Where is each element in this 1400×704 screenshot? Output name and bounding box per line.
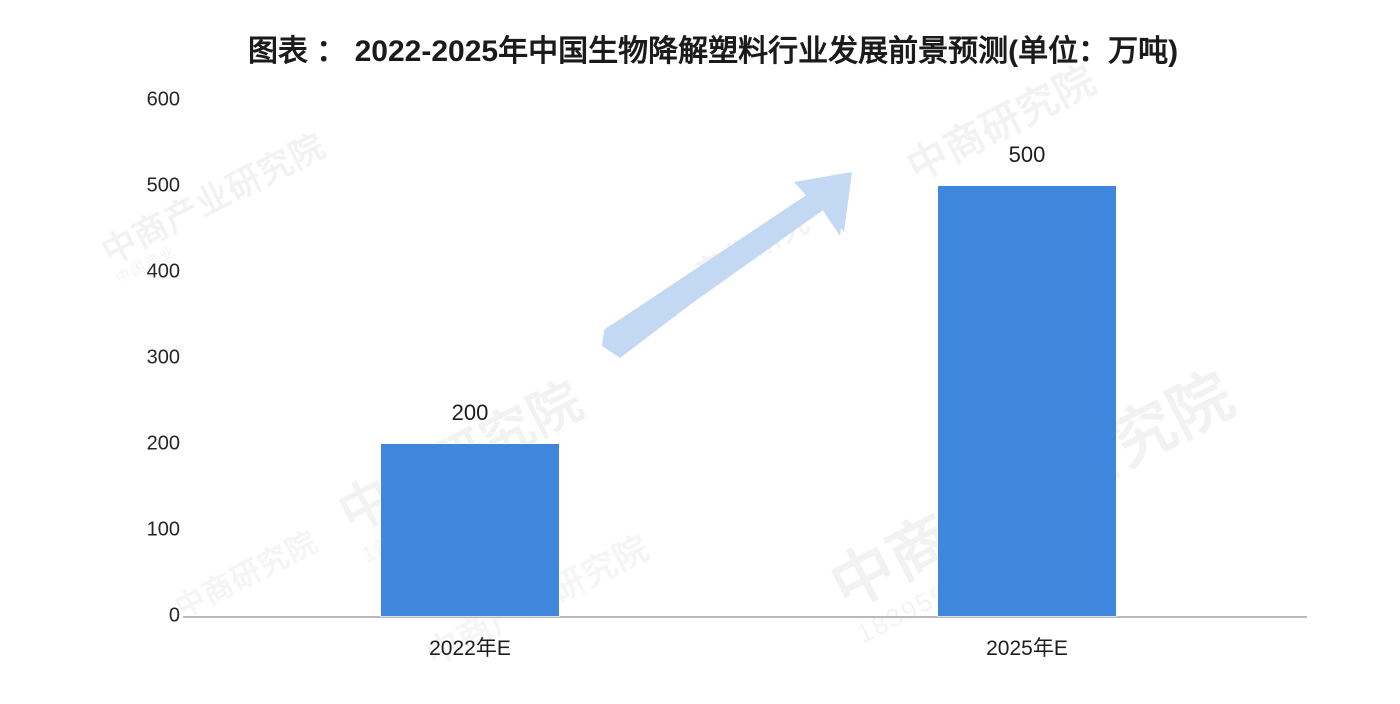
page-title: 图表 ： 2022-2025年中国生物降解塑料行业发展前景预测(单位：万吨) [247,35,1179,68]
y-axis-tick-500: 500 [146,174,180,197]
bar-value-label-2025: 500 [1008,142,1046,167]
x-axis-tick-2022: 2022年E [429,637,511,660]
y-axis-tick-400: 400 [146,260,180,283]
y-axis-tick-100: 100 [146,518,180,541]
x-axis-tick-2025: 2025年E [986,637,1068,660]
x-axis-line [183,616,1307,618]
y-axis-tick-300: 300 [146,346,180,369]
bar-2022[interactable] [381,444,559,616]
bar-2025[interactable] [938,186,1116,616]
y-axis-tick-0: 0 [168,604,180,627]
y-axis-tick-600: 600 [146,88,180,111]
y-axis-tick-200: 200 [146,432,180,455]
bar-value-label-2022: 200 [451,400,489,425]
